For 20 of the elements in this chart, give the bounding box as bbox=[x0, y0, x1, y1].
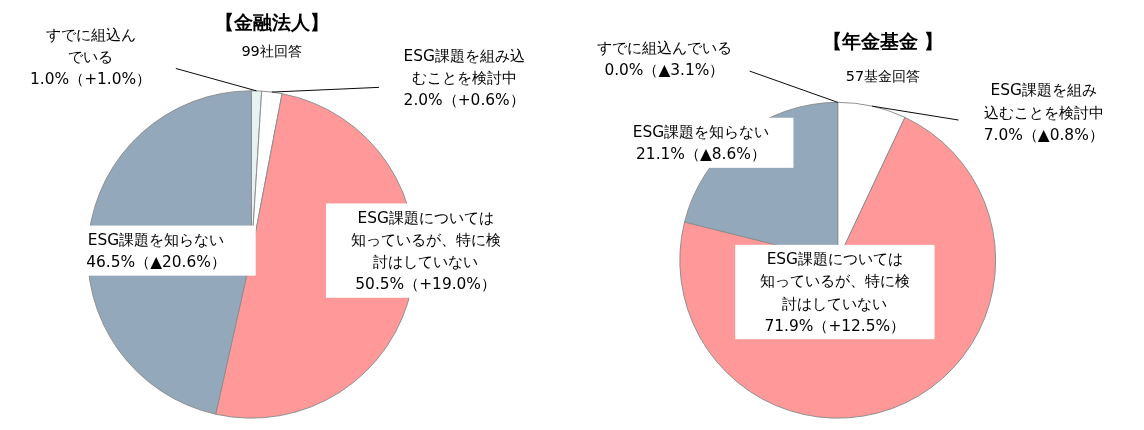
slice-label: ESG課題を組み込むことを検討中 bbox=[403, 46, 525, 87]
slice-label: ESG課題を組み込むことを検討中 bbox=[983, 81, 1104, 122]
text: 0.0%（▲3.1%） bbox=[604, 60, 725, 79]
data-label: 2.0%（+0.6%） bbox=[403, 91, 525, 109]
data-label: 71.9%（+12.5%） bbox=[764, 316, 906, 335]
data-label: 1.0%（+1.0%） bbox=[30, 69, 152, 88]
chart-title: 【金融法人】 bbox=[214, 11, 329, 35]
text: 99社回答 bbox=[241, 43, 302, 60]
slice-label: ESG課題については知っているが、特に検討はしていない bbox=[350, 208, 501, 272]
data-label: 50.5%（+19.0%） bbox=[355, 275, 496, 294]
chart-title: 【年金基金 】 bbox=[822, 30, 944, 54]
slice-label: ESG課題を知らない bbox=[87, 231, 225, 250]
chart-subtitle: 57基金回答 bbox=[845, 68, 921, 85]
slice-label: ESG課題を知らない bbox=[632, 123, 770, 142]
category-label: すでに組込んでいる bbox=[596, 38, 732, 57]
data-label: 7.0%（▲0.8%） bbox=[983, 125, 1104, 144]
data-label: 46.5%（▲20.6%） bbox=[86, 253, 226, 272]
slice-label: ESG課題については知っているが、特に検討はしていない bbox=[759, 250, 910, 313]
data-label: 21.1%（▲8.6%） bbox=[636, 145, 766, 164]
slice-label: すでに組込んでいる bbox=[45, 25, 136, 66]
